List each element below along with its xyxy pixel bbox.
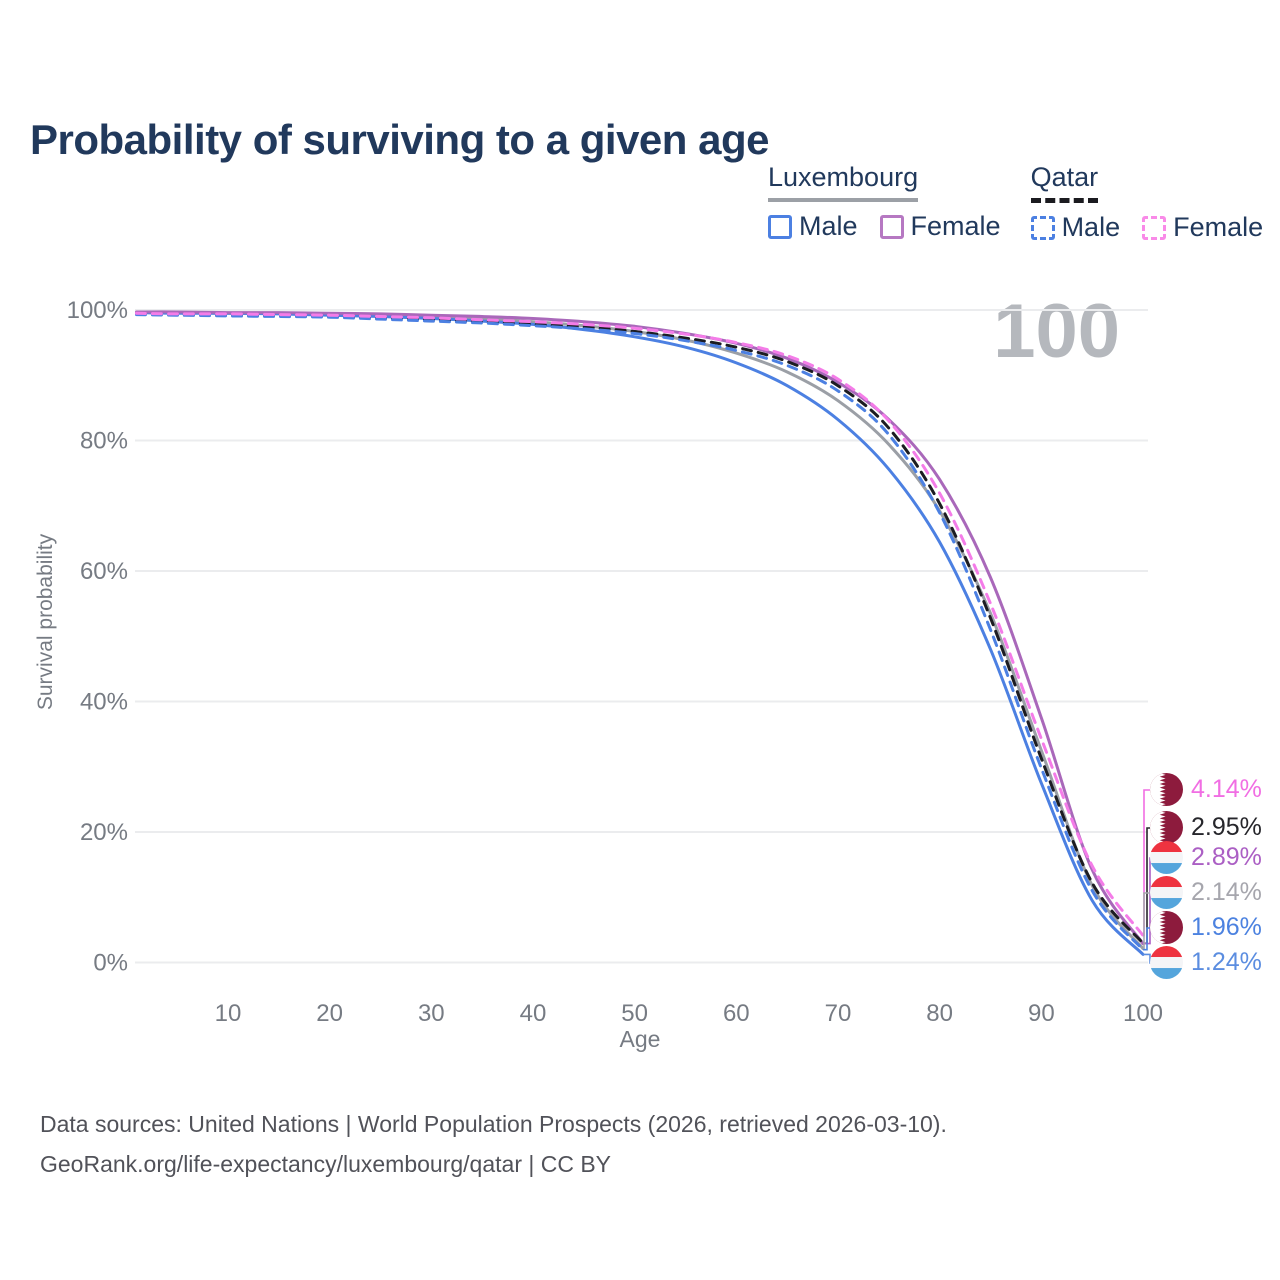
qatar-flag-icon: [1150, 811, 1183, 844]
dashed-female-swatch-icon: [1142, 215, 1167, 240]
series-line-luxembourg-female: [135, 310, 1145, 946]
leader-line-qatar-male: [1143, 927, 1152, 951]
legend-country-qatar: Qatar: [1030, 162, 1099, 203]
x-tick-label: 50: [621, 1000, 648, 1027]
end-label-value: 1.24%: [1191, 948, 1262, 976]
solid-female-swatch-icon: [879, 214, 904, 239]
legend-row-qatar: Male Female: [1030, 212, 1263, 243]
x-tick-label: 10: [215, 1000, 242, 1027]
legend-item-luxembourg-male[interactable]: Male: [768, 211, 858, 242]
y-axis-title: Survival probability: [34, 533, 57, 711]
end-label-value: 2.14%: [1191, 878, 1262, 906]
end-label-luxembourg-female: 2.89%: [1150, 841, 1262, 874]
y-tick-label: 20%: [80, 819, 128, 846]
legend: Luxembourg Male Female Qatar Male Female: [768, 162, 1263, 243]
y-tick-label: 60%: [80, 558, 128, 585]
x-tick-label: 80: [926, 1000, 953, 1027]
end-label-value: 2.89%: [1191, 843, 1262, 871]
footer-sources: Data sources: United Nations | World Pop…: [40, 1111, 947, 1137]
legend-item-luxembourg-female[interactable]: Female: [879, 211, 1001, 242]
luxembourg-flag-icon: [1150, 841, 1183, 874]
qatar-flag-icon: [1150, 911, 1183, 944]
x-tick-label: 20: [316, 1000, 343, 1027]
y-tick-label: 80%: [80, 428, 128, 455]
footer: Data sources: United Nations | World Pop…: [40, 1104, 947, 1185]
end-label-qatar-male: 1.96%: [1150, 911, 1262, 944]
legend-item-qatar-female[interactable]: Female: [1142, 212, 1263, 243]
legend-group-qatar: Qatar Male Female: [1030, 162, 1263, 243]
luxembourg-flag-icon: [1150, 876, 1183, 909]
end-label-qatar-female: 4.14%: [1150, 773, 1262, 806]
series-line-qatar-total: [135, 312, 1145, 945]
legend-item-label: Female: [910, 211, 1001, 241]
legend-item-label: Male: [1061, 212, 1121, 242]
x-axis-title: Age: [619, 1026, 661, 1052]
end-label-luxembourg-male: 1.24%: [1150, 946, 1262, 979]
legend-country-luxembourg: Luxembourg: [768, 162, 919, 202]
legend-group-luxembourg: Luxembourg Male Female: [768, 162, 1001, 243]
solid-male-swatch-icon: [768, 214, 792, 239]
y-tick-label: 40%: [80, 689, 128, 716]
age-counter-watermark: 100: [993, 289, 1120, 374]
y-tick-label: 100%: [67, 297, 128, 324]
x-tick-label: 60: [723, 1000, 750, 1027]
end-label-value: 4.14%: [1191, 775, 1262, 803]
x-tick-label: 40: [520, 1000, 547, 1027]
x-tick-label: 100: [1123, 1000, 1163, 1027]
luxembourg-flag-icon: [1150, 946, 1183, 979]
series-line-qatar-female: [135, 311, 1145, 937]
page-title: Probability of surviving to a given age: [30, 116, 769, 164]
end-label-luxembourg-total: 2.14%: [1150, 876, 1262, 909]
end-label-value: 1.96%: [1191, 913, 1262, 941]
end-label-qatar-total: 2.95%: [1150, 811, 1262, 844]
x-tick-label: 90: [1028, 1000, 1055, 1027]
x-tick-label: 70: [825, 1000, 852, 1027]
footer-link: GeoRank.org/life-expectancy/luxembourg/q…: [40, 1151, 612, 1178]
legend-item-label: Male: [799, 211, 858, 241]
qatar-flag-icon: [1150, 773, 1183, 806]
x-tick-label: 30: [418, 1000, 445, 1027]
legend-item-label: Female: [1173, 212, 1264, 242]
legend-row-luxembourg: Male Female: [768, 211, 1001, 242]
series-line-qatar-male: [135, 313, 1145, 952]
legend-item-qatar-male[interactable]: Male: [1030, 212, 1121, 243]
leader-line-luxembourg-total: [1143, 892, 1152, 950]
end-label-value: 2.95%: [1191, 813, 1262, 841]
y-tick-label: 0%: [93, 950, 128, 977]
series-line-luxembourg-male: [135, 311, 1145, 956]
dashed-male-swatch-icon: [1030, 215, 1055, 240]
